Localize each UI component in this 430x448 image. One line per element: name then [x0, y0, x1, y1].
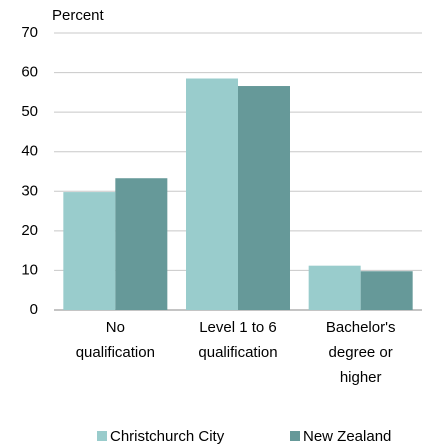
x-tick-label: degree or — [329, 344, 393, 361]
bar — [115, 178, 168, 310]
legend-label: Christchurch City — [110, 428, 225, 445]
x-tick-label: higher — [340, 369, 382, 386]
y-tick-label: 30 — [21, 182, 38, 199]
x-tick-label: No — [106, 319, 125, 336]
x-tick-label: qualification — [198, 344, 277, 361]
y-tick-label: 50 — [21, 103, 38, 120]
legend-label: New Zealand — [303, 428, 391, 445]
y-tick-label: 40 — [21, 143, 38, 160]
y-tick-label: 60 — [21, 64, 38, 81]
x-tick-label: Level 1 to 6 — [199, 319, 277, 336]
x-tick-label: qualification — [76, 344, 155, 361]
y-tick-label: 70 — [21, 24, 38, 41]
y-tick-label: 0 — [30, 301, 38, 318]
x-tick-label: Bachelor's — [326, 319, 396, 336]
y-tick-label: 20 — [21, 222, 38, 239]
bar — [360, 271, 413, 310]
legend-swatch — [97, 431, 107, 441]
bar — [63, 192, 116, 310]
y-tick-label: 10 — [21, 261, 38, 278]
bar — [308, 265, 361, 310]
legend-swatch — [290, 431, 300, 441]
y-axis-label: Percent — [52, 7, 105, 24]
bar — [238, 86, 290, 310]
bar — [186, 78, 238, 310]
